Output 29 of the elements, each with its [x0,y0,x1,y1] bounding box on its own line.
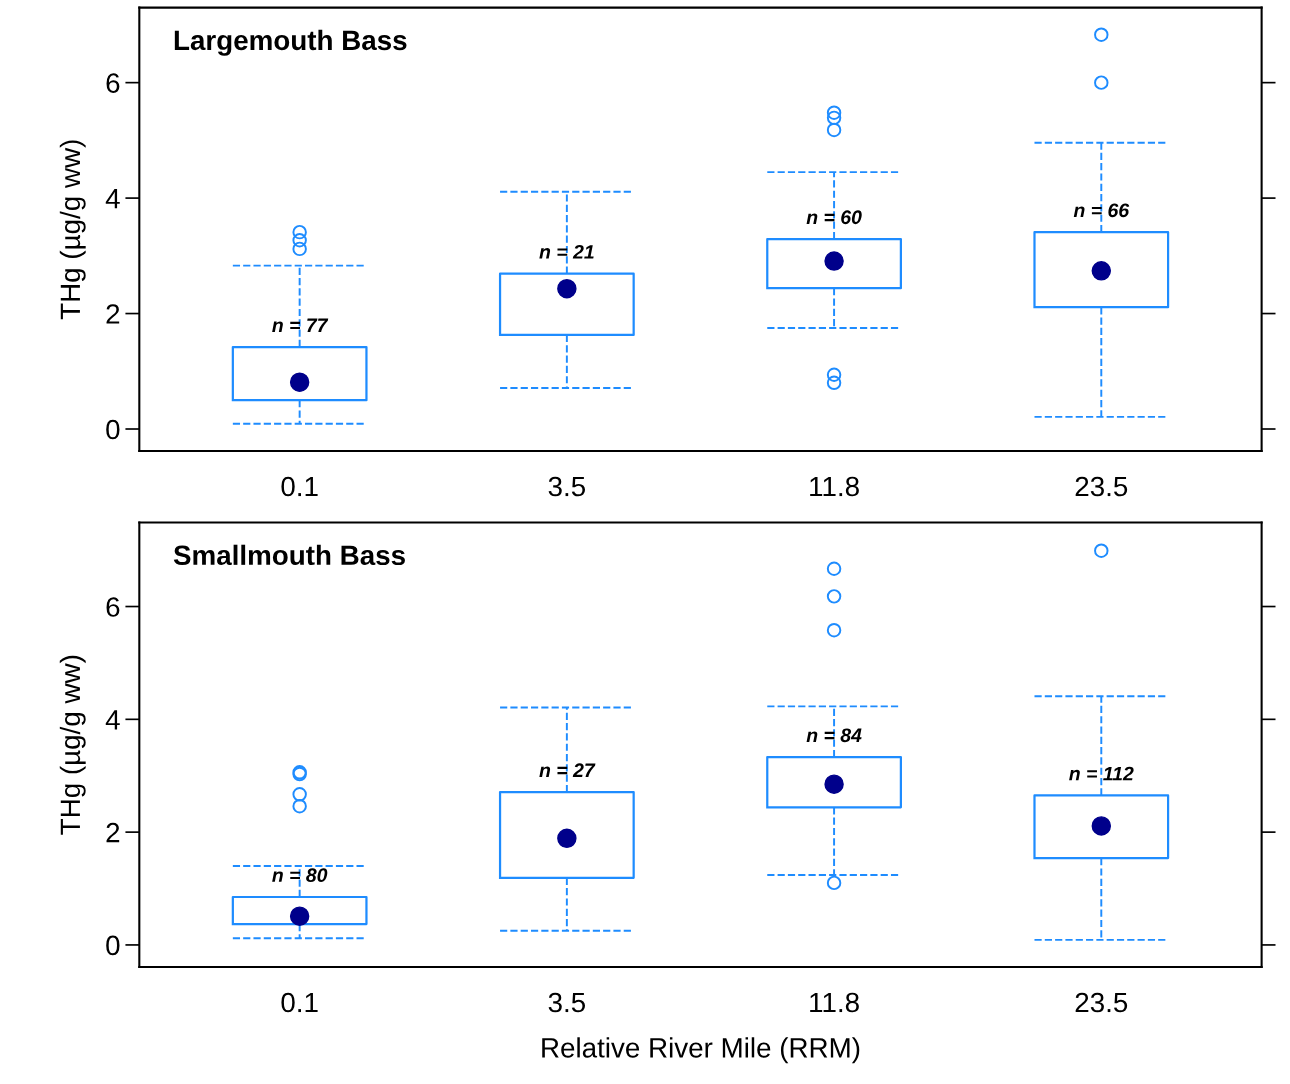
annotation: n = 66 [1073,203,1130,218]
x-tick-label: 3.5 [548,476,586,497]
y-axis-title: THg (µg/g ww) [59,140,86,320]
x-tick-label: 23.5 [1075,476,1128,497]
y-tick-label: 4 [105,189,120,209]
x-tick-label: 0.1 [281,992,318,1013]
x-tick-label: 23.5 [1075,992,1128,1013]
x-tick-label: 11.8 [810,476,859,497]
annotation: n = 77 [272,318,329,332]
annotation: n = 112 [1069,766,1134,781]
y-tick-label: 2 [106,304,120,324]
y-tick-label: 6 [106,73,120,93]
y-tick-label: 0 [106,935,120,956]
text: Largemouth Bass [174,29,407,56]
y-tick-label: 4 [105,710,120,730]
annotation: n = 80 [272,868,328,883]
y-tick-label: 0 [106,419,120,440]
x-tick-label: 0.1 [281,476,318,497]
text: Smallmouth Bass [173,544,405,566]
x-tick-label: 3.5 [548,992,586,1013]
annotation: n = 60 [806,210,862,225]
annotation: n = 27 [539,763,596,777]
y-tick-label: 2 [106,822,120,843]
y-axis-title: THg (µg/g ww) [59,655,86,835]
x-axis-title: Relative River Mile (RRM) [542,1037,860,1064]
y-tick-label: 6 [106,597,120,617]
annotation: n = 21 [539,244,594,259]
annotation: n = 84 [806,728,862,743]
x-tick-label: 11.8 [810,992,859,1013]
